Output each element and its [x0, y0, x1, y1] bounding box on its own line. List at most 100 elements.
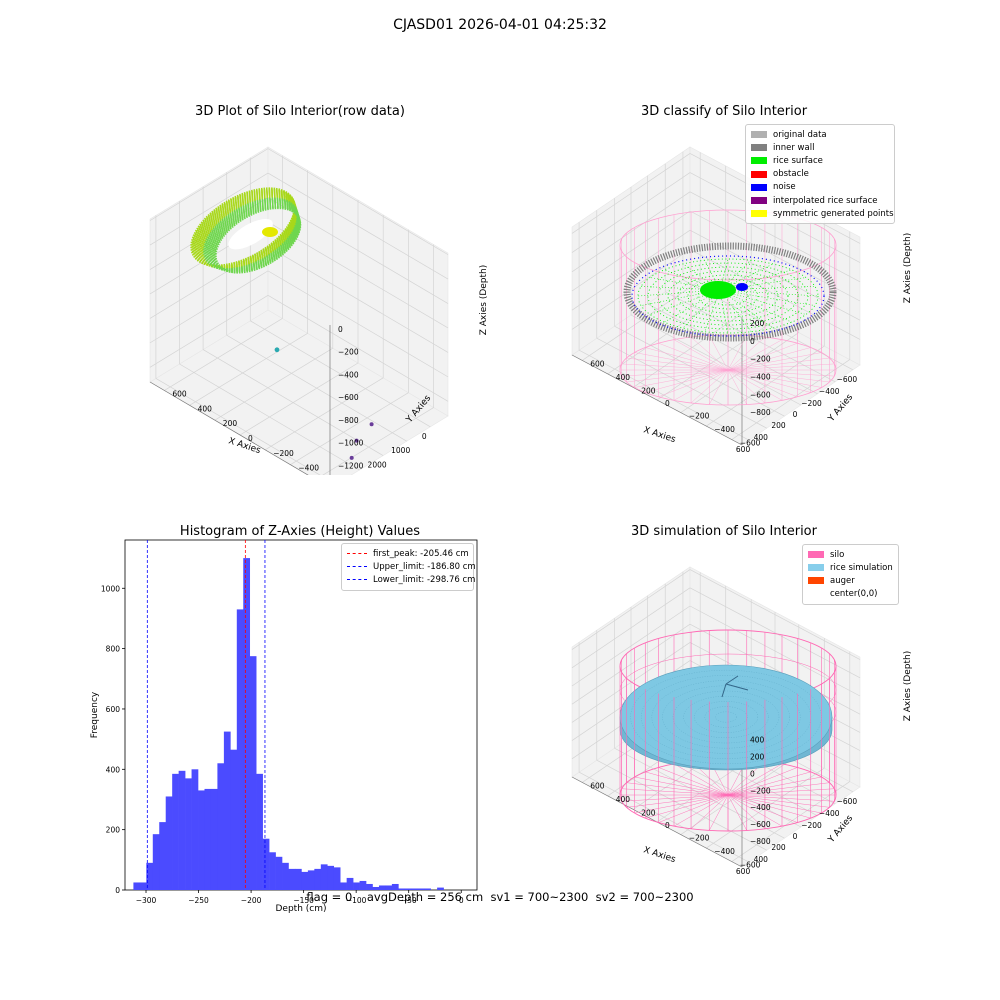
- simulation-3d-plot: −600−400−2000200400600−600−400−200020040…: [571, 566, 913, 875]
- classify-z-tick-label: −800: [750, 408, 771, 417]
- classify-legend-entry: interpolated rice surface: [751, 194, 889, 207]
- simulation-x-tick-label: 200: [771, 843, 786, 852]
- classify-z-gridline: [571, 191, 691, 273]
- histogram-y-tick-label: 0: [115, 886, 120, 895]
- histogram-x-tick-label: −50: [401, 896, 417, 905]
- histogram-bar: [391, 883, 399, 890]
- raw-x-axis-line: [149, 381, 309, 475]
- histogram-bar: [152, 834, 160, 890]
- classify-y-tick-label: −600: [740, 439, 761, 448]
- simulation-z-gridline: [689, 569, 861, 660]
- raw-z-gridline: [267, 270, 449, 378]
- histogram-bar: [262, 838, 270, 890]
- classify-y-gridline: [607, 293, 726, 375]
- simulation-silo-floor-spoke: [727, 763, 783, 796]
- raw-y-tick-label: −200: [273, 449, 294, 458]
- histogram-bar: [340, 882, 347, 890]
- classify-noise-points: [631, 255, 825, 337]
- histogram-bar: [314, 868, 322, 890]
- histogram-bar: [256, 773, 263, 890]
- histogram-x-tick-label: −300: [136, 896, 157, 905]
- classify-legend: original data inner wall rice surface obsta…: [745, 124, 895, 225]
- histogram-bar: [243, 558, 251, 890]
- simulation-x-tick-label: 400: [754, 855, 769, 864]
- histogram-legend-entry: first_peak: -205.46 cm: [347, 547, 469, 560]
- classify-x-tick-label: −600: [837, 375, 858, 384]
- simulation-y-tick-label: −200: [689, 834, 710, 843]
- classify-point-groups: [623, 242, 837, 342]
- simulation-z-gridline: [689, 587, 861, 679]
- classify-silo-floor-spoke: [727, 369, 798, 397]
- classify-z-gridline: [689, 249, 861, 340]
- simulation-silo-floor-spoke: [658, 794, 729, 823]
- simulation-x-tick-label: −400: [819, 809, 840, 818]
- histogram-bar: [133, 882, 141, 890]
- simulation-z-tick-label: 200: [750, 752, 765, 761]
- simulation-z-gridline: [571, 587, 691, 669]
- legend-label: interpolated rice surface: [773, 195, 878, 206]
- simulation-z-tick-label: 400: [750, 736, 765, 745]
- histogram-bar: [236, 609, 244, 890]
- classify-silo-floor-spoke: [645, 347, 729, 371]
- classify-rice-surface-ring: [677, 274, 779, 318]
- simulation-z-gridline: [571, 605, 691, 687]
- legend-swatch: [808, 590, 824, 598]
- raw-y-tick-label: 0: [248, 434, 253, 443]
- classify-silo-floor-spoke: [709, 369, 729, 405]
- simulation-rice-mesh-ring: [651, 680, 801, 754]
- raw-z-tick-label: −1000: [338, 439, 364, 448]
- classify-z-gridline: [571, 153, 691, 234]
- classify-silo-floor-spoke: [727, 339, 783, 371]
- raw-ring-point-cloud: [190, 187, 302, 274]
- simulation-silo-floor-spoke: [727, 788, 835, 796]
- histogram-bar: [275, 856, 283, 890]
- simulation-silo-floor-spoke: [727, 794, 822, 814]
- simulation-x-tick-label: −200: [801, 821, 822, 830]
- classify-silo-floor-spoke: [727, 343, 798, 371]
- simulation-y-gridline: [680, 754, 799, 835]
- classify-y-gridline: [680, 332, 799, 413]
- raw-y-gridline: [322, 407, 434, 475]
- classify-silo-floor-spoke: [626, 369, 729, 383]
- simulation-y-tick-label: −400: [714, 847, 735, 856]
- raw-z-tick-label: −800: [338, 416, 359, 425]
- raw-z-tick-label: −400: [338, 370, 359, 379]
- histogram-x-ticks: −300 −250 −200 −150 −100 −50 0: [136, 890, 464, 905]
- histogram-bar: [320, 864, 328, 890]
- classify-x-tick-label: −400: [819, 387, 840, 396]
- simulation-rice-mesh-ring: [662, 685, 790, 749]
- legend-swatch: [808, 551, 824, 559]
- legend-label: auger: [830, 575, 855, 586]
- raw-x-tick-label: 2000: [368, 461, 387, 470]
- simulation-silo-floor-spoke: [727, 794, 798, 823]
- classify-silo-floor-spoke: [621, 369, 729, 377]
- classify-rice-surface-ring: [657, 266, 799, 326]
- classify-silo-wireframe: [619, 209, 837, 406]
- raw-plot-title: 3D Plot of Silo Interior(row data): [195, 104, 405, 119]
- classify-rice-surface-ray: [704, 260, 721, 291]
- classify-y-tick-label: 200: [641, 386, 656, 395]
- simulation-z-gridline: [689, 623, 861, 715]
- simulation-y-axis-label: Y Axies: [826, 813, 855, 845]
- histogram-bar: [411, 888, 419, 890]
- raw-z-gridline: [149, 295, 269, 368]
- raw-z-gridline: [267, 221, 449, 329]
- classify-z-gridline: [571, 229, 691, 311]
- histogram-bar: [424, 888, 431, 890]
- classify-rice-surface-ray: [641, 286, 721, 291]
- classify-y-gridline: [731, 359, 850, 440]
- histogram-bar: [178, 770, 186, 890]
- legend-label: inner wall: [773, 142, 815, 153]
- classify-rice-surface-ray: [719, 260, 752, 291]
- histogram-bar: [294, 868, 302, 890]
- raw-core-cluster: [262, 227, 278, 237]
- histogram-bar: [210, 788, 218, 890]
- simulation-silo-floor-spoke: [727, 771, 811, 796]
- raw-y-tick-label: 600: [172, 389, 187, 398]
- raw-tick-labels: 01000200030004000−600−400−20002004006000…: [172, 325, 427, 473]
- raw-y-tick-label: −400: [298, 464, 319, 473]
- classify-silo-floor-spoke: [658, 343, 729, 371]
- raw-y-gridline: [189, 333, 308, 406]
- raw-y-gridline: [214, 347, 333, 421]
- histogram-x-tick-label: −100: [346, 896, 367, 905]
